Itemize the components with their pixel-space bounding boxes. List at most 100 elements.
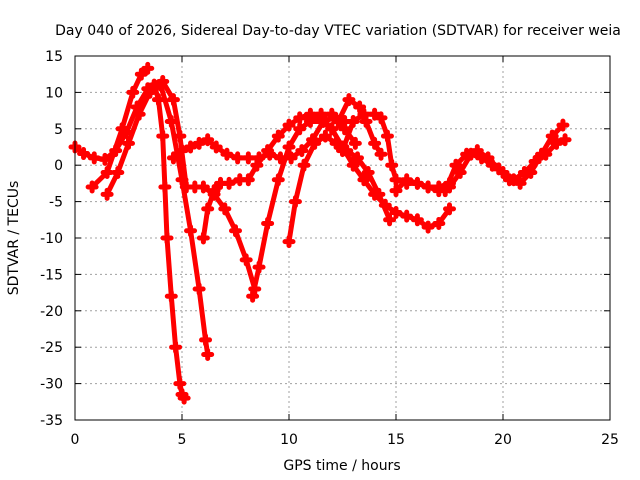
data-point: [513, 176, 527, 190]
y-tick-label: -20: [40, 304, 63, 320]
data-point: [218, 202, 232, 216]
data-point: [151, 93, 165, 107]
series-arc-11: [331, 93, 388, 161]
y-tick-label: -10: [40, 231, 63, 247]
data-point: [550, 136, 563, 150]
data-point: [318, 129, 332, 143]
data-point: [325, 122, 339, 136]
x-axis-ticks: 0 5 10 15 20 25: [71, 56, 619, 448]
data-point: [556, 118, 570, 132]
y-tick-label: -15: [40, 267, 63, 283]
data-point: [374, 147, 388, 161]
data-point: [400, 209, 414, 223]
data-point: [222, 176, 236, 190]
data-point: [449, 158, 463, 172]
data-point: [389, 206, 403, 220]
data-point: [100, 187, 114, 201]
data-point: [410, 176, 424, 190]
x-tick-label: 20: [494, 432, 512, 448]
data-point: [558, 133, 572, 147]
data-point: [132, 107, 146, 121]
data-point: [175, 144, 189, 158]
y-tick-label: -35: [40, 413, 63, 429]
data-point: [173, 129, 187, 143]
data-point: [184, 140, 198, 154]
data-point: [357, 173, 371, 187]
y-tick-label: -30: [40, 377, 63, 393]
data-point: [460, 147, 474, 161]
data-point: [229, 224, 242, 238]
data-point: [252, 151, 266, 165]
x-tick-label: 15: [387, 432, 405, 448]
series-arc-9: [303, 111, 456, 234]
data-point: [207, 184, 221, 198]
data-point: [308, 136, 322, 150]
data-point: [252, 260, 266, 274]
data-point: [158, 180, 172, 194]
y-tick-label: 0: [54, 158, 63, 174]
data-point: [502, 173, 516, 187]
data-point: [288, 195, 302, 209]
data-point: [271, 129, 285, 143]
series-arc-8: [282, 129, 397, 249]
data-point: [98, 152, 112, 166]
data-point: [368, 107, 382, 121]
data-point: [378, 198, 392, 212]
data-point: [385, 158, 399, 172]
data-point: [293, 122, 307, 136]
data-point: [209, 140, 223, 154]
data-point: [295, 144, 309, 158]
data-point: [481, 151, 495, 165]
data-point: [220, 147, 234, 161]
series-arc-4: [145, 74, 262, 296]
data-point: [173, 377, 187, 391]
data-point: [85, 180, 99, 194]
data-point: [350, 151, 364, 165]
x-tick-label: 5: [178, 432, 187, 448]
data-point: [100, 165, 114, 179]
x-tick-label: 25: [601, 432, 619, 448]
data-point: [201, 133, 215, 147]
data-point: [524, 165, 538, 179]
data-point: [115, 122, 129, 136]
data-point: [443, 202, 456, 216]
data-point: [314, 111, 328, 125]
data-point: [374, 111, 388, 125]
data-point: [192, 282, 206, 296]
data-point: [246, 289, 260, 303]
y-tick-label: -5: [49, 195, 63, 211]
data-point: [77, 147, 91, 161]
data-point: [141, 61, 155, 75]
data-point: [111, 165, 125, 179]
data-point: [348, 136, 362, 150]
data-point: [353, 100, 367, 114]
data-point: [201, 202, 215, 216]
data-point: [438, 184, 452, 198]
data-point: [239, 253, 253, 267]
data-point: [282, 235, 296, 249]
data-point: [166, 151, 180, 165]
data-point: [145, 82, 159, 96]
data-point: [261, 216, 275, 230]
data-point: [359, 115, 373, 129]
y-tick-label: 10: [45, 85, 63, 101]
x-tick-label: 0: [71, 432, 80, 448]
y-tick-label: -25: [40, 340, 63, 356]
data-point: [331, 115, 345, 129]
data-point: [169, 340, 183, 354]
data-point: [134, 67, 148, 81]
data-point: [87, 151, 101, 165]
data-point: [196, 231, 210, 245]
data-point: [338, 122, 352, 136]
data-point: [400, 173, 414, 187]
data-point: [164, 289, 178, 303]
data-point: [297, 158, 311, 172]
data-point: [410, 213, 424, 227]
data-point: [199, 333, 213, 347]
data-point: [545, 129, 559, 143]
data-series: [68, 61, 572, 405]
series-arc-2: [100, 78, 215, 361]
chart-title: Day 040 of 2026, Sidereal Day-to-day VTE…: [55, 23, 621, 39]
data-point: [156, 74, 170, 88]
